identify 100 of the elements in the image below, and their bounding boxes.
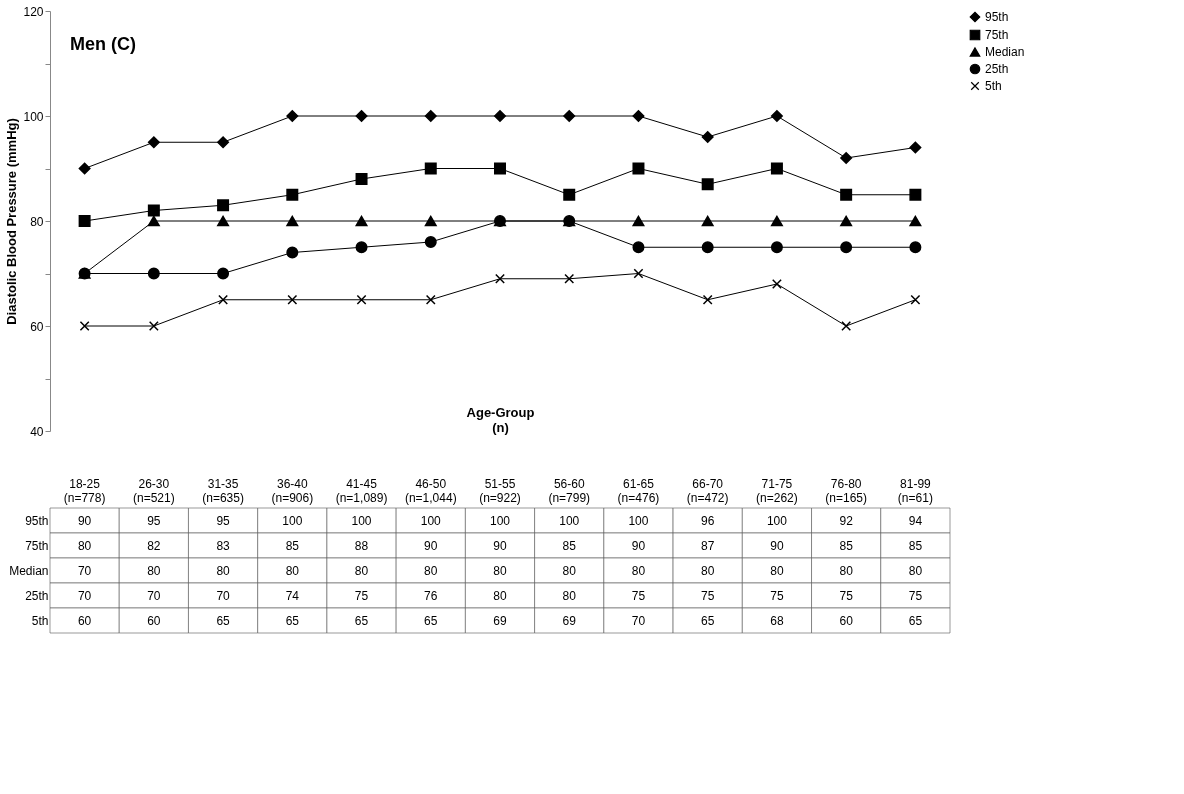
legend-label: 95th [985,10,1009,24]
x-tick-label: 56-60 (n=799) [548,476,591,505]
point [841,321,852,331]
point [218,294,229,305]
point [702,294,713,305]
point [78,162,91,175]
point [840,241,853,254]
text: 5th [31,613,49,628]
x-tick-label: 61-65 (n=476) [617,476,660,505]
x-tick-label: 71-75 (n=262) [756,476,798,505]
x-tick-label: 46-50 (n=1,044) [404,476,457,505]
data-label: 80 [631,563,646,578]
point [286,110,299,122]
point [286,215,299,227]
point [355,110,368,122]
data-label: 90 [770,538,784,553]
point [563,188,576,201]
point [564,273,575,284]
point [147,136,160,149]
point [840,215,853,227]
data-label: 80 [562,563,577,578]
data-label: 80 [216,563,231,578]
data-label: 75 [354,588,369,603]
data-label: 69 [562,613,577,628]
point [909,215,922,227]
data-label: 65 [216,613,231,628]
data-label: 83 [216,538,231,553]
data-label: 80 [770,563,784,578]
data-label: 65 [424,613,438,628]
point [217,267,230,280]
point [563,110,576,122]
data-label: 100 [351,513,372,528]
point [633,268,644,279]
point [79,321,90,331]
point [632,241,645,254]
data-label: 76 [424,588,438,603]
data-label: 70 [147,588,161,603]
y-axis-title: Diastolic Blood Pressure (mmHg) [4,118,20,325]
point [632,110,645,122]
data-label: 82 [147,538,161,553]
x-tick-label: 41-45 (n=1,089) [335,476,388,505]
data-label: 95 [216,513,231,528]
data-label: 90 [77,513,92,528]
data-label: 94 [908,513,923,528]
text: 95th [25,513,49,528]
point [910,294,921,305]
text: Median [9,563,49,578]
data-label: 65 [701,613,715,628]
data-label: 70 [77,563,92,578]
data-label: 100 [559,513,580,528]
x-tick-label: 26-30 (n=521) [132,476,175,505]
legend-label: Median [985,45,1025,59]
data-label: 90 [493,538,507,553]
x-tick-label: 36-40 (n=906) [271,476,314,505]
data-label: 80 [285,563,300,578]
point [148,321,159,331]
data-label: 60 [147,613,161,628]
data-label: 96 [701,513,715,528]
point [355,241,368,254]
data-label: 90 [631,538,646,553]
point [217,215,230,227]
data-label: 88 [354,538,369,553]
point [701,131,714,143]
point [840,152,853,164]
data-label: 75 [701,588,715,603]
point [147,215,160,227]
point [424,215,437,227]
point [632,215,645,227]
data-label: 68 [770,613,784,628]
legend-label: 75th [985,28,1009,42]
data-label: 60 [77,613,92,628]
y-tick-label: 120 [23,4,44,19]
data-label: 75 [839,588,854,603]
point [286,246,299,259]
data-label: 70 [77,588,92,603]
data-label: 85 [908,538,923,553]
data-label: 80 [147,563,161,578]
data-label: 75 [631,588,646,603]
point [147,267,160,280]
point [495,273,505,284]
data-label: 80 [424,563,438,578]
point [770,110,783,122]
y-tick-label: 60 [30,319,44,334]
data-label: 80 [839,563,854,578]
data-label: 65 [908,613,923,628]
point [424,110,437,122]
x-axis-title: Age-Group (n) [466,404,535,435]
data-label: 74 [285,588,300,603]
point [909,141,922,154]
x-tick-label: 31-35 (n=635) [202,476,244,505]
data-label: 60 [839,613,854,628]
point [494,110,506,122]
point [701,215,714,227]
point [494,162,506,175]
point [909,188,922,201]
text: 25th [25,588,49,603]
data-label: 85 [562,538,577,553]
point [217,136,230,149]
x-tick-label: 66-70 (n=472) [686,476,729,505]
data-label: 85 [285,538,300,553]
